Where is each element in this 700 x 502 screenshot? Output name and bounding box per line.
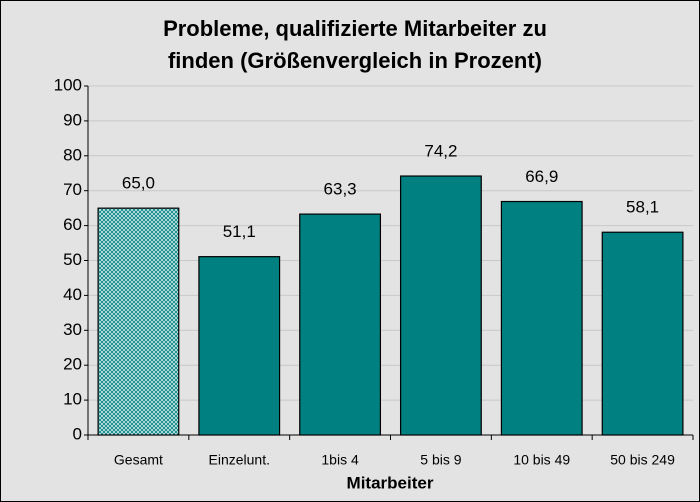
data-label: 74,2 [424, 142, 457, 161]
x-tick-label: 10 bis 49 [513, 452, 570, 468]
data-label: 65,0 [122, 174, 155, 193]
y-tick-label: 10 [63, 390, 82, 409]
y-tick-label: 80 [63, 145, 82, 164]
chart-title: Probleme, qualifizierte Mitarbeiter zu [163, 16, 547, 41]
chart-title: finden (Größenvergleich in Prozent) [168, 48, 542, 73]
y-tick-label: 20 [63, 355, 82, 374]
data-label: 66,9 [525, 167, 558, 186]
x-tick-label: 1bis 4 [321, 452, 359, 468]
bar [601, 231, 684, 436]
bar [399, 175, 482, 436]
y-tick-label: 70 [63, 180, 82, 199]
bar [500, 200, 583, 436]
x-tick-label: 50 bis 249 [610, 452, 675, 468]
bar [198, 256, 281, 436]
data-label: 58,1 [626, 198, 659, 217]
y-tick-label: 30 [63, 320, 82, 339]
y-tick-label: 100 [54, 75, 82, 94]
x-axis-label: Mitarbeiter [347, 473, 434, 492]
y-tick-label: 50 [63, 250, 82, 269]
bar [97, 207, 180, 436]
y-tick-label: 90 [63, 110, 82, 129]
x-tick-label: 5 bis 9 [420, 452, 461, 468]
x-tick-label: Gesamt [114, 452, 163, 468]
y-tick-label: 40 [63, 285, 82, 304]
data-label: 51,1 [223, 222, 256, 241]
y-tick-label: 0 [73, 424, 82, 443]
y-tick-label: 60 [63, 215, 82, 234]
bar [299, 213, 382, 436]
data-label: 63,3 [324, 180, 357, 199]
x-tick-label: Einzelunt. [209, 452, 270, 468]
